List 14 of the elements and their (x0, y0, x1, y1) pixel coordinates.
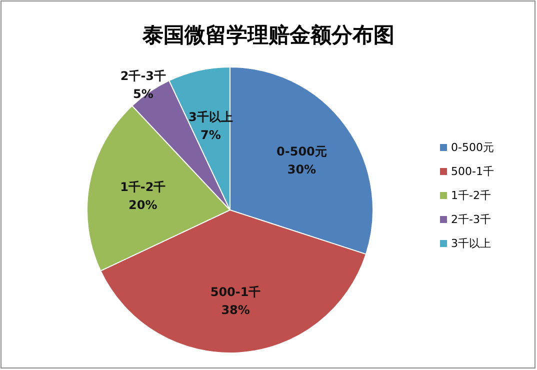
chart-title: 泰国微留学理赔金额分布图 (142, 23, 394, 47)
data-label: 30% (287, 162, 316, 176)
legend-label: 2千-3千 (451, 213, 491, 226)
slice-label: 2千-3千 (120, 68, 166, 83)
slice-label: 1千-2千 (120, 180, 166, 194)
slice-label: 500-1千 (210, 285, 261, 300)
legend-label: 0-500元 (451, 141, 494, 154)
legend-label: 500-1千 (451, 165, 494, 178)
data-label: 38% (221, 303, 250, 318)
data-label: 7% (200, 128, 221, 142)
data-label: 20% (128, 198, 158, 212)
slice-label: 0-500元 (276, 144, 327, 158)
legend-label: 1千-2千 (451, 189, 491, 202)
legend-label: 3千以上 (451, 237, 491, 250)
